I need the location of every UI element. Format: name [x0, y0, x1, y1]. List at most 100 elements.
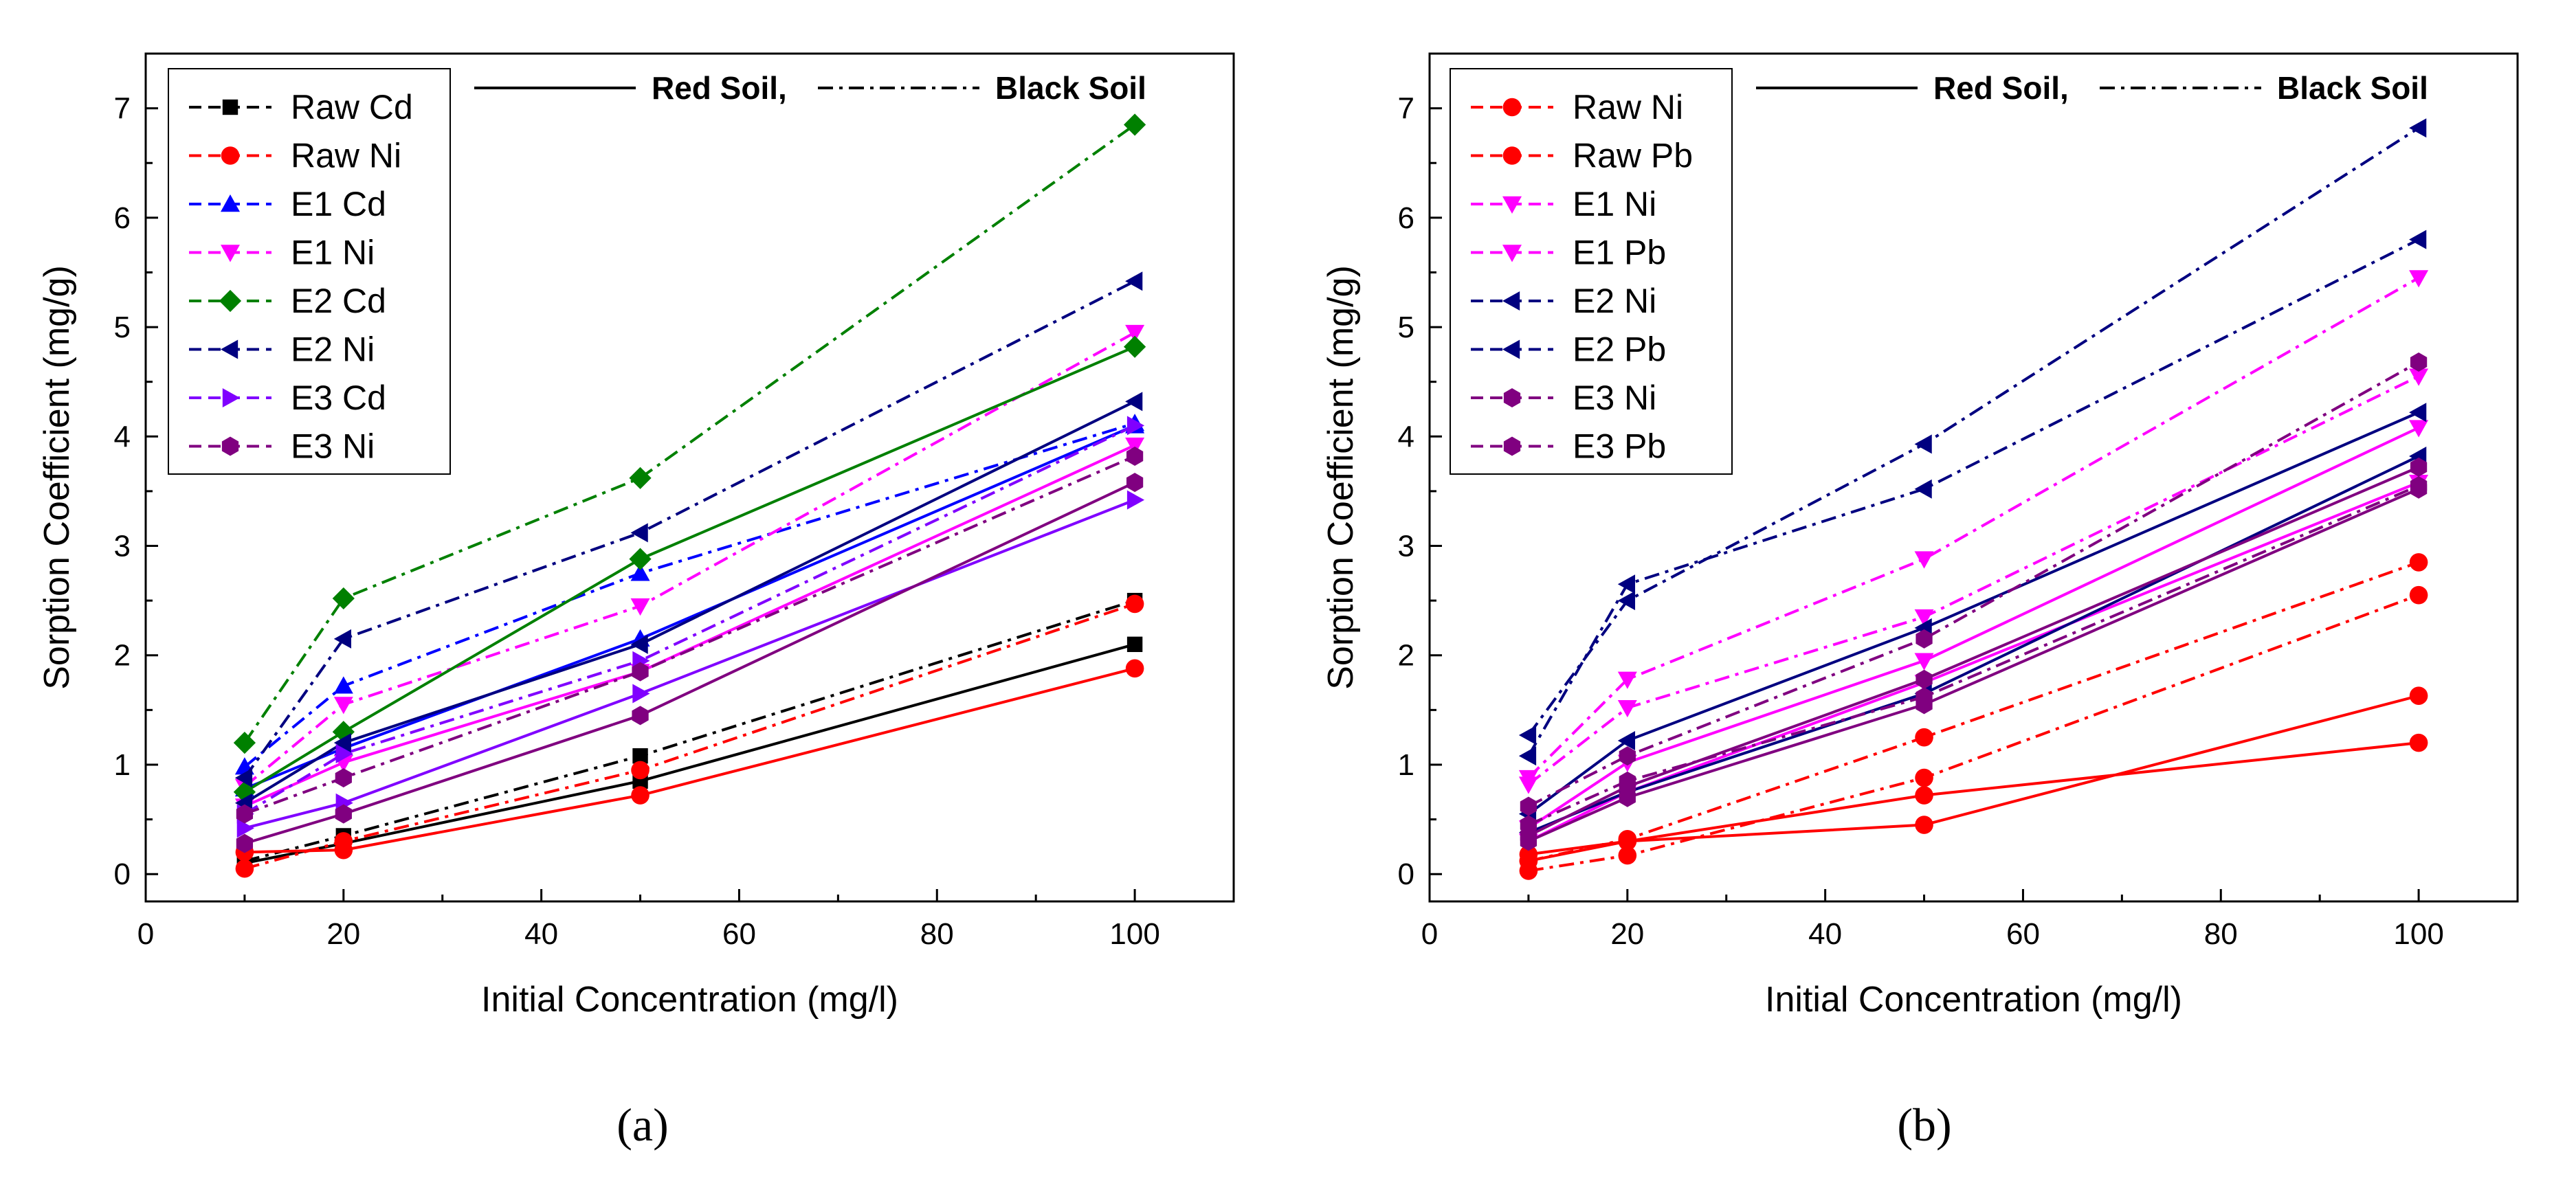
- point-e3-pb-red-soil: [1619, 787, 1636, 807]
- y-tick-label: 1: [1398, 748, 1414, 782]
- point-e3-ni-red-soil: [335, 804, 352, 824]
- legend-item: E1 Pb: [1471, 234, 1666, 272]
- point-raw-ni-red-soil: [2409, 686, 2428, 705]
- point-raw-ni-black-soil: [235, 859, 254, 878]
- point-e3-ni-red-soil: [1126, 473, 1144, 493]
- x-tick-label: 0: [137, 917, 154, 951]
- legend-item: E3 Cd: [189, 379, 386, 417]
- line-e3-ni-black-soil: [244, 455, 1135, 816]
- legend-marker: [221, 339, 238, 359]
- point-e1-ni-red-soil: [1125, 437, 1145, 456]
- line-e2-pb-red-soil: [1527, 411, 2419, 816]
- line-e3-ni-red-soil: [244, 481, 1135, 845]
- series-e3-cd: [236, 416, 1145, 838]
- point-raw-pb-red-soil: [2409, 733, 2428, 752]
- panel-a: 0 20 40 60 80 100 0 1 2 3 4 5 6 7 Initial Concentratio…: [37, 52, 1235, 1151]
- x-tick-label: 100: [2393, 917, 2443, 951]
- legend-marker: [1502, 146, 1522, 165]
- y-tick-label: 4: [114, 420, 131, 453]
- x-tick-label: 100: [1109, 917, 1159, 951]
- point-raw-pb-red-soil: [1519, 851, 1538, 871]
- point-e2-pb-black-soil: [1914, 479, 1932, 499]
- point-e2-pb-black-soil: [1518, 746, 1537, 766]
- legend-label: E2 Cd: [291, 282, 386, 320]
- point-e1-pb-black-soil: [1914, 609, 1934, 627]
- line-raw-ni-red-soil: [1528, 694, 2419, 856]
- point-e1-cd-black-soil: [630, 563, 650, 581]
- x-tick-label: 60: [722, 917, 756, 951]
- legend-item: Raw Ni: [1471, 88, 1683, 126]
- x-tick-label: 0: [1421, 917, 1438, 951]
- point-e2-pb-black-soil: [1617, 574, 1636, 594]
- legend-label: Raw Cd: [291, 88, 413, 126]
- x-axis-title: Initial Concentration (mg/l): [1765, 980, 2182, 1020]
- point-raw-ni-black-soil: [1125, 594, 1144, 614]
- point-e2-cd-red-soil: [1123, 335, 1146, 358]
- point-e3-ni-black-soil: [1619, 746, 1636, 766]
- y-tick-label: 7: [1398, 92, 1414, 126]
- y-tick-label: 6: [114, 201, 131, 235]
- point-raw-pb-black-soil: [1915, 768, 1933, 787]
- point-e2-cd-red-soil: [629, 548, 652, 570]
- series-e3-pb: [1520, 475, 2428, 851]
- line-raw-ni-black-soil: [244, 603, 1135, 871]
- point-e2-ni-black-soil: [1617, 591, 1636, 611]
- point-e3-ni-black-soil: [1916, 629, 1933, 649]
- point-e1-ni-black-soil: [1617, 671, 1637, 689]
- point-e3-ni-red-soil: [236, 833, 254, 853]
- point-e2-ni-black-soil: [2409, 118, 2427, 138]
- legend-marker: [219, 289, 242, 313]
- point-e2-ni-black-soil: [1914, 434, 1932, 454]
- point-e1-pb-black-soil: [2409, 368, 2429, 386]
- series-e2-cd: [233, 113, 1146, 803]
- line-e2-ni-black-soil: [243, 280, 1135, 779]
- point-e2-cd-black-soil: [233, 732, 256, 754]
- point-e2-ni-black-soil: [333, 629, 352, 649]
- x-tick-label: 60: [2006, 917, 2040, 951]
- legend-marker: [1502, 339, 1520, 359]
- series-e1-pb: [1518, 368, 2429, 838]
- soil-legend: Red Soil, Black Soil: [1756, 70, 2428, 106]
- y-tick-label: 7: [114, 92, 131, 126]
- point-raw-pb-red-soil: [1915, 786, 1933, 805]
- series-e2-pb: [1518, 229, 2427, 824]
- legend-item: E1 Ni: [1471, 185, 1656, 223]
- point-e2-ni-black-soil: [1125, 271, 1143, 291]
- point-e3-ni-black-soil: [1126, 446, 1144, 466]
- point-raw-pb-red-soil: [1618, 832, 1637, 851]
- line-e2-cd-red-soil: [243, 345, 1135, 794]
- plot-frame: [1428, 52, 2519, 903]
- point-e3-pb-red-soil: [1916, 695, 1933, 715]
- legend-marker: [1502, 291, 1520, 311]
- point-e1-pb-black-soil: [1518, 776, 1538, 794]
- legend-label: E3 Ni: [1573, 379, 1656, 417]
- panel-label: (b): [1897, 1099, 1951, 1151]
- point-e3-cd-black-soil: [335, 744, 353, 764]
- legend-marker: [221, 146, 240, 165]
- legend-marker: [222, 99, 238, 115]
- black-soil-label: Black Soil: [995, 70, 1146, 106]
- legend-item: E3 Ni: [189, 427, 375, 466]
- y-tick-label: 0: [1398, 857, 1414, 891]
- legend-item: E3 Ni: [1471, 379, 1656, 417]
- line-e1-ni-black-soil: [1527, 276, 2420, 779]
- x-tick-label: 20: [326, 917, 360, 951]
- y-tick-label: 2: [1398, 639, 1414, 673]
- legend-marker: [221, 245, 240, 262]
- legend-label: E2 Ni: [1573, 282, 1656, 320]
- y-tick-label: 5: [114, 311, 131, 344]
- point-e3-cd-red-soil: [1126, 490, 1145, 510]
- legend-box: [168, 68, 451, 475]
- series-raw-ni: [1519, 553, 2428, 871]
- x-tick-label: 80: [2204, 917, 2238, 951]
- point-e3-ni-black-soil: [335, 768, 352, 788]
- legend-label: E1 Pb: [1573, 234, 1666, 272]
- legend-label: E1 Cd: [291, 185, 386, 223]
- legend-item: Raw Pb: [1471, 137, 1693, 175]
- series-e3-ni: [236, 446, 1144, 853]
- y-tick-label: 1: [114, 748, 131, 782]
- series-e2-ni: [234, 271, 1143, 813]
- y-tick-label: 2: [114, 639, 131, 673]
- point-e2-cd-black-soil: [629, 467, 652, 489]
- point-e3-pb-black-soil: [1520, 815, 1537, 835]
